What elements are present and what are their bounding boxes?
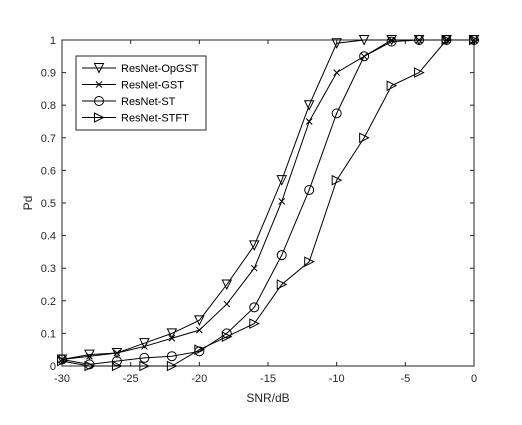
x-axis-title: SNR/dB <box>246 391 289 405</box>
data-point <box>359 51 370 62</box>
legend-label: ResNet-ST <box>121 96 176 108</box>
legend-item: ResNet-ST <box>82 96 176 108</box>
y-tick-label: 0 <box>50 361 56 373</box>
axes: -30 -25 -20 -15 -10 -5 0 0 0.1 0.2 0.3 0.4 0.5 0.6 0.7… <box>41 35 477 385</box>
data-point <box>195 326 203 334</box>
series-line <box>61 39 474 367</box>
data-point <box>139 338 150 349</box>
series-line <box>61 39 474 365</box>
series-resnet-stft <box>57 34 480 372</box>
legend-marker <box>94 112 105 123</box>
data-point <box>359 132 370 144</box>
data-point <box>141 343 148 350</box>
x-tick-label: -5 <box>400 373 410 385</box>
data-point <box>441 34 453 46</box>
data-point <box>168 334 176 342</box>
y-tick-label: 0.5 <box>41 198 56 210</box>
x-tick-label: -15 <box>260 373 276 385</box>
data-point <box>276 175 288 186</box>
legend-item: ResNet-STFT <box>82 112 189 125</box>
data-point <box>250 264 258 272</box>
data-point <box>86 352 93 360</box>
data-point <box>57 355 68 367</box>
data-point <box>414 35 425 45</box>
data-point <box>278 198 286 205</box>
series-layer <box>56 34 480 372</box>
x-tick-label: 0 <box>471 373 477 385</box>
series-resnet-st <box>57 35 479 370</box>
data-point <box>249 318 260 329</box>
data-point <box>166 360 178 372</box>
data-point <box>249 302 260 313</box>
y-tick-label: 0.8 <box>41 100 56 112</box>
data-point <box>221 279 233 291</box>
data-point <box>111 360 123 372</box>
y-tick-label: 1 <box>50 35 56 47</box>
y-tick-label: 0.2 <box>41 296 56 308</box>
data-point <box>303 100 315 111</box>
data-point <box>331 38 342 49</box>
data-point <box>276 250 287 261</box>
legend-marker <box>95 81 103 88</box>
y-tick-label: 0.1 <box>41 328 56 340</box>
legend-item: ResNet-OpGST <box>82 63 199 75</box>
x-tick-label: -10 <box>329 373 345 385</box>
data-point <box>166 328 178 340</box>
data-point <box>113 349 121 357</box>
legend-marker <box>93 63 105 74</box>
y-tick-label: 0.7 <box>41 133 56 145</box>
data-point <box>194 315 205 326</box>
data-point <box>276 279 288 290</box>
data-point <box>84 360 96 372</box>
legend-item: ResNet-GST <box>82 80 184 92</box>
data-point <box>248 240 260 251</box>
data-point <box>223 300 231 308</box>
y-tick-label: 0.3 <box>41 263 56 275</box>
y-tick-label: 0.4 <box>41 231 56 243</box>
data-point <box>166 351 177 362</box>
data-point <box>331 108 342 119</box>
data-point <box>331 174 343 186</box>
data-point <box>304 256 315 267</box>
legend-label: ResNet-GST <box>121 80 184 92</box>
legend: ResNet-OpGST ResNet-GST ResNet-ST ResNet-ST… <box>75 55 207 131</box>
data-point <box>305 118 313 125</box>
data-point <box>333 69 341 76</box>
y-tick-label: 0.6 <box>41 165 56 177</box>
x-tick-label: -25 <box>123 373 139 385</box>
data-point <box>469 34 480 46</box>
legend-marker <box>94 96 104 106</box>
data-point <box>386 36 397 47</box>
data-point <box>139 360 151 372</box>
x-tick-label: -20 <box>191 373 207 385</box>
x-tick-label: -30 <box>54 373 70 385</box>
data-point <box>358 35 370 46</box>
data-point <box>386 80 398 91</box>
data-point <box>139 352 150 363</box>
y-axis-title: Pd <box>21 196 35 211</box>
legend-label: ResNet-STFT <box>121 113 189 125</box>
y-tick-label: 0.9 <box>41 68 56 80</box>
legend-label: ResNet-OpGST <box>121 63 199 75</box>
data-point <box>221 331 233 342</box>
series-line <box>61 39 474 360</box>
data-point <box>304 184 315 195</box>
data-point <box>414 67 425 78</box>
data-point <box>194 344 205 356</box>
